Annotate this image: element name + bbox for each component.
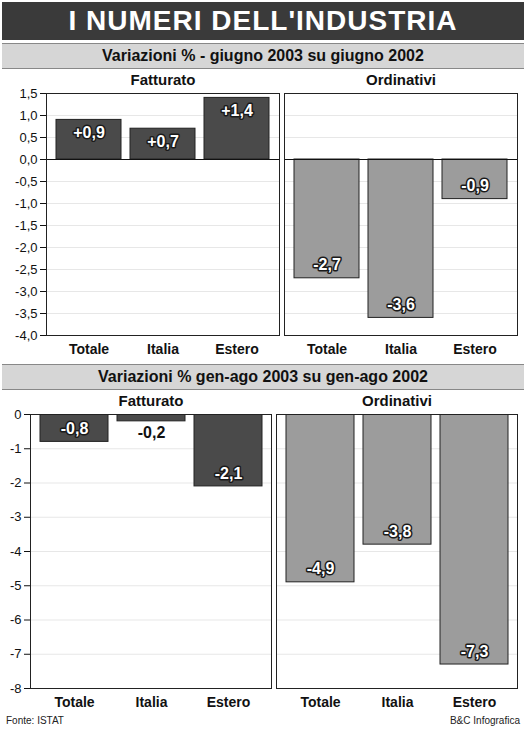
svg-text:Italia: Italia	[147, 341, 179, 357]
svg-text:-3: -3	[10, 509, 22, 524]
svg-text:-2,0: -2,0	[15, 240, 37, 255]
svg-text:-4: -4	[10, 544, 22, 559]
svg-text:Fatturato: Fatturato	[131, 71, 196, 88]
svg-text:Totale: Totale	[54, 694, 94, 710]
svg-text:+0,9: +0,9	[73, 124, 105, 141]
svg-text:-0,2: -0,2	[138, 424, 166, 441]
svg-text:+1,4: +1,4	[221, 102, 253, 119]
svg-text:-4,9: -4,9	[307, 560, 335, 577]
svg-text:Estero: Estero	[453, 694, 497, 710]
svg-text:1,5: 1,5	[19, 86, 37, 101]
svg-text:-5: -5	[10, 578, 22, 593]
svg-text:-1,5: -1,5	[15, 218, 37, 233]
svg-text:-3,5: -3,5	[15, 306, 37, 321]
svg-text:-8: -8	[10, 681, 22, 696]
svg-text:Totale: Totale	[307, 341, 347, 357]
svg-text:-3,8: -3,8	[384, 523, 412, 540]
svg-text:-0,5: -0,5	[15, 174, 37, 189]
html-text:I NUMERI DELL'INDUSTRIA: I NUMERI DELL'INDUSTRIA	[68, 5, 458, 36]
svg-text:Totale: Totale	[300, 694, 340, 710]
svg-text:Italia: Italia	[136, 694, 168, 710]
svg-text:-3,0: -3,0	[15, 284, 37, 299]
svg-text:0: 0	[14, 407, 21, 422]
svg-text:Estero: Estero	[215, 341, 259, 357]
svg-text:-1,0: -1,0	[15, 196, 37, 211]
svg-text:-7,3: -7,3	[461, 643, 489, 660]
svg-text:+0,7: +0,7	[147, 133, 179, 150]
svg-text:Fatturato: Fatturato	[119, 392, 184, 409]
svg-text:-0,8: -0,8	[61, 420, 89, 437]
svg-text:-2,7: -2,7	[313, 256, 341, 273]
svg-text:-4,0: -4,0	[15, 328, 37, 343]
html-text:Fonte: ISTAT: Fonte: ISTAT	[6, 715, 64, 726]
html-text:B&C Infografica: B&C Infografica	[450, 715, 520, 726]
svg-text:Ordinativi: Ordinativi	[366, 71, 436, 88]
svg-text:-3,6: -3,6	[387, 296, 415, 313]
svg-text:-2,5: -2,5	[15, 262, 37, 277]
svg-text:0,5: 0,5	[19, 130, 37, 145]
svg-text:-2: -2	[10, 475, 22, 490]
svg-text:Italia: Italia	[382, 694, 414, 710]
svg-text:Totale: Totale	[69, 341, 109, 357]
svg-text:Estero: Estero	[207, 694, 251, 710]
svg-text:0,0: 0,0	[19, 152, 37, 167]
svg-text:-0,9: -0,9	[461, 177, 489, 194]
svg-text:Estero: Estero	[453, 341, 497, 357]
html-text:Variazioni % gen-ago 2003 su g: Variazioni % gen-ago 2003 su gen-ago 200…	[98, 368, 428, 385]
svg-text:-2,1: -2,1	[215, 465, 243, 482]
svg-text:-6: -6	[10, 612, 22, 627]
svg-text:Italia: Italia	[385, 341, 417, 357]
svg-text:-1: -1	[10, 441, 22, 456]
svg-text:Ordinativi: Ordinativi	[362, 392, 432, 409]
svg-text:1,0: 1,0	[19, 108, 37, 123]
html-text:Variazioni % - giugno 2003 su: Variazioni % - giugno 2003 su giugno 200…	[102, 47, 424, 64]
svg-text:-7: -7	[10, 646, 22, 661]
